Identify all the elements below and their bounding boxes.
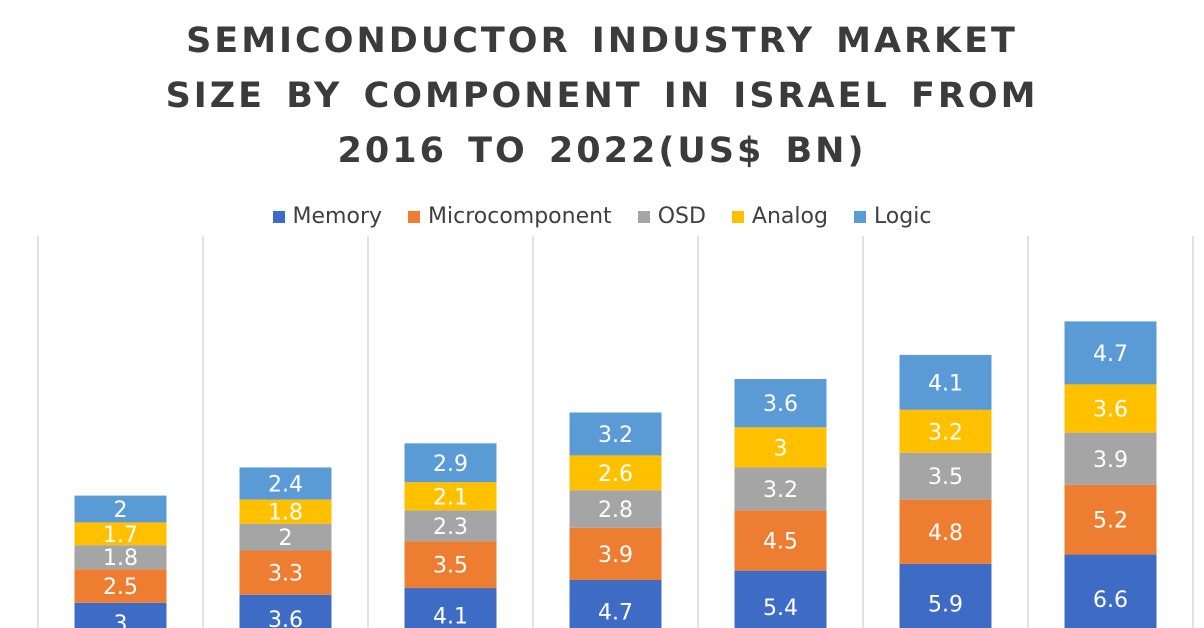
bar-segment-microcomponent bbox=[899, 499, 992, 564]
bar-segment-memory bbox=[404, 588, 497, 628]
legend-label: Logic bbox=[873, 204, 932, 229]
data-label: 1.8 bbox=[103, 546, 138, 571]
data-label: 2 bbox=[114, 498, 128, 523]
bar-segment-osd bbox=[899, 452, 992, 500]
data-label: 3.9 bbox=[598, 543, 633, 568]
bar-segment-osd bbox=[734, 467, 827, 511]
data-label: 5.2 bbox=[1093, 509, 1128, 534]
data-label: 3 bbox=[774, 436, 788, 461]
bar-segment-memory bbox=[734, 570, 827, 628]
legend-swatch bbox=[853, 210, 866, 223]
bar-segment-microcomponent bbox=[569, 527, 662, 581]
data-label: 3.6 bbox=[763, 392, 798, 417]
bar-segment-microcomponent bbox=[239, 550, 332, 595]
data-label: 3.2 bbox=[763, 478, 798, 503]
bar-segment-osd bbox=[239, 523, 332, 551]
data-label: 4.1 bbox=[433, 605, 468, 628]
data-label: 3.2 bbox=[928, 420, 963, 445]
bar-segment-analog bbox=[899, 409, 992, 453]
bar-segment-memory bbox=[239, 594, 332, 628]
data-label: 4.5 bbox=[763, 529, 798, 554]
bar-segment-logic bbox=[74, 495, 167, 523]
bar-segment-osd bbox=[569, 490, 662, 528]
legend-swatch bbox=[272, 210, 285, 223]
bar-segment-logic bbox=[404, 443, 497, 483]
data-label: 4.7 bbox=[1093, 342, 1128, 367]
data-label: 4.8 bbox=[928, 521, 963, 546]
data-label: 2.4 bbox=[268, 473, 303, 498]
data-label: 3.3 bbox=[268, 562, 303, 587]
legend-label: Microcomponent bbox=[428, 204, 612, 229]
data-label: 2.6 bbox=[598, 462, 633, 487]
data-label: 3 bbox=[114, 612, 128, 628]
data-label: 4.7 bbox=[598, 601, 633, 626]
bar-segment-osd bbox=[404, 510, 497, 542]
data-label: 3.5 bbox=[928, 465, 963, 490]
legend-label: OSD bbox=[657, 204, 706, 229]
legend-item-analog: Analog bbox=[731, 204, 828, 229]
bar-segment-microcomponent bbox=[734, 510, 827, 571]
legend-label: Memory bbox=[292, 204, 383, 229]
chart-title: SEMICONDUCTOR INDUSTRY MARKET SIZE BY CO… bbox=[0, 14, 1204, 179]
bar-segment-memory bbox=[1064, 554, 1157, 628]
legend-label: Analog bbox=[751, 204, 828, 229]
bar-segment-memory bbox=[569, 580, 662, 628]
title-line-3: 2016 TO 2022(US$ BN) bbox=[337, 131, 867, 171]
bar-segment-memory bbox=[899, 563, 992, 628]
bar-segment-logic bbox=[239, 467, 332, 500]
data-label: 2.3 bbox=[433, 515, 468, 540]
data-label: 2.9 bbox=[433, 452, 468, 477]
bar-segment-microcomponent bbox=[74, 569, 167, 603]
legend-item-microcomponent: Microcomponent bbox=[408, 204, 612, 229]
bar-segment-logic bbox=[899, 354, 992, 410]
bar-segment-analog bbox=[734, 427, 827, 468]
title-line-2: SIZE BY COMPONENT IN ISRAEL FROM bbox=[165, 76, 1039, 116]
bar-segment-microcomponent bbox=[404, 541, 497, 589]
data-label: 3.5 bbox=[433, 554, 468, 579]
bar-segment-analog bbox=[569, 455, 662, 491]
data-label: 1.7 bbox=[103, 523, 138, 548]
legend-swatch bbox=[637, 210, 650, 223]
legend-item-memory: Memory bbox=[272, 204, 383, 229]
bar-segment-logic bbox=[569, 412, 662, 456]
bar-segment-memory bbox=[74, 602, 167, 628]
data-label: 6.6 bbox=[1093, 588, 1128, 613]
title-line-1: SEMICONDUCTOR INDUSTRY MARKET bbox=[186, 21, 1018, 61]
bar-segment-logic bbox=[1064, 321, 1157, 385]
legend-item-osd: OSD bbox=[637, 204, 706, 229]
bar-segment-analog bbox=[74, 522, 167, 546]
data-label: 4.1 bbox=[928, 371, 963, 396]
legend-item-logic: Logic bbox=[853, 204, 932, 229]
legend-swatch bbox=[408, 210, 421, 223]
data-label: 2 bbox=[279, 526, 293, 551]
bar-segment-analog bbox=[239, 499, 332, 524]
data-label: 2.8 bbox=[598, 498, 633, 523]
data-label: 3.6 bbox=[268, 608, 303, 628]
bar-segment-analog bbox=[1064, 384, 1157, 433]
data-label: 3.6 bbox=[1093, 398, 1128, 423]
data-label: 3.2 bbox=[598, 423, 633, 448]
bar-segment-osd bbox=[1064, 432, 1157, 485]
bar-segment-microcomponent bbox=[1064, 484, 1157, 555]
data-label: 5.4 bbox=[763, 596, 798, 621]
data-label: 2.1 bbox=[433, 485, 468, 510]
data-label: 1.8 bbox=[268, 501, 303, 526]
data-label: 2.5 bbox=[103, 575, 138, 600]
bar-segment-logic bbox=[734, 379, 827, 428]
bar-segment-analog bbox=[404, 482, 497, 511]
data-label: 3.9 bbox=[1093, 448, 1128, 473]
legend: Memory Microcomponent OSD Analog Logic bbox=[0, 204, 1204, 229]
bar-segment-osd bbox=[74, 545, 167, 570]
data-label: 5.9 bbox=[928, 592, 963, 617]
legend-swatch bbox=[731, 210, 744, 223]
